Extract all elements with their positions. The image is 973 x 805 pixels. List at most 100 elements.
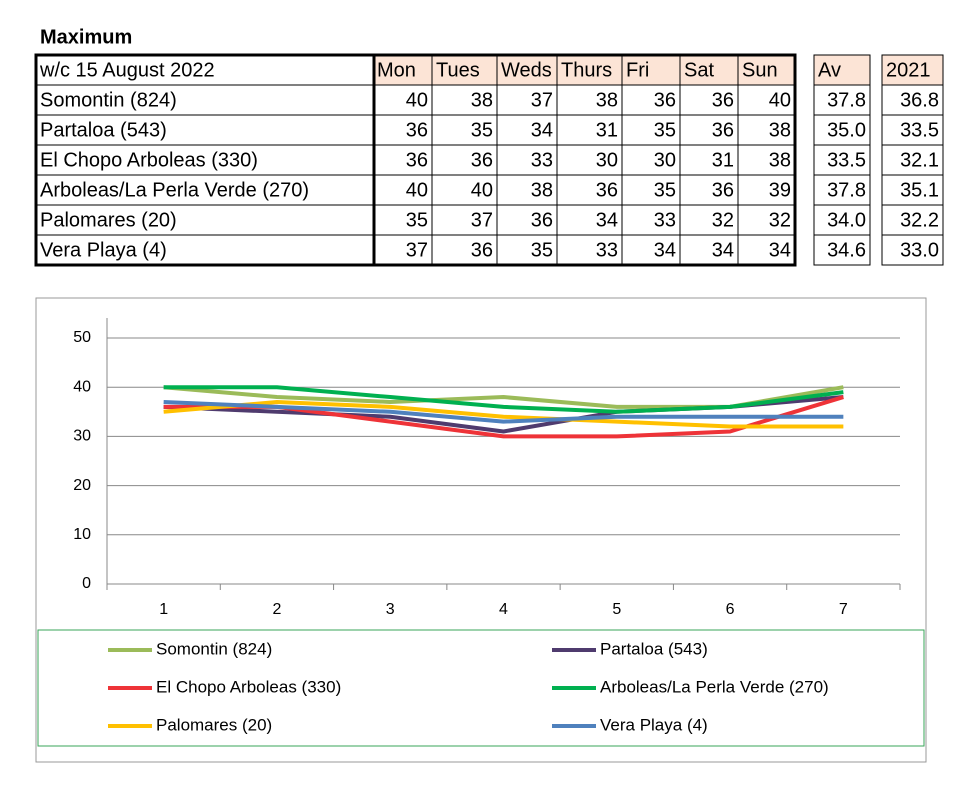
table-cell [372,114,433,146]
table-text: 33 [596,239,618,261]
legend-label: Somontin (824) [156,639,272,658]
table-text: 35 [654,119,676,141]
table-text: 35 [654,179,676,201]
table-text: 30 [654,149,676,171]
table-cell [431,54,498,86]
table-text: 40 [406,89,428,111]
title: Maximum [40,26,132,48]
column-header: Av [818,59,841,81]
table-cell [496,174,558,206]
x-tick-label: 1 [159,601,168,618]
table-cell [881,84,944,116]
legend-frame [37,629,925,747]
table-cell [679,84,739,116]
table-text: Somontin (824) [40,89,177,111]
table-cell [621,204,681,236]
table-text: 36 [712,179,734,201]
table-text: 33.5 [827,149,866,171]
table-text: 34.6 [827,239,866,261]
column-header: Weds [501,59,552,81]
table-cell [813,234,871,266]
table-text: 35 [471,119,493,141]
table-cell [737,234,796,266]
table-cell [496,204,558,236]
table-text: 39 [769,179,791,201]
table-cell [813,84,871,116]
table-text: 37 [406,239,428,261]
table-text: 36 [471,239,493,261]
x-tick-label: 4 [499,601,508,618]
table-cell [621,234,681,266]
table-cell [813,114,871,146]
table-text: 36 [471,149,493,171]
table-text: 38 [769,119,791,141]
table-cell [679,144,739,176]
table-text: 32.1 [900,149,939,171]
table-text: 36 [406,149,428,171]
legend-label: Arboleas/La Perla Verde (270) [600,677,829,696]
table-text: 36.8 [900,89,939,111]
column-header: Mon [377,59,416,81]
table-cell [813,54,871,86]
table-text: 30 [596,149,618,171]
column-header: Fri [626,59,649,81]
table-text: 33 [654,209,676,231]
table-text: 36 [712,89,734,111]
table-cell [881,234,944,266]
table-text: 31 [596,119,618,141]
table-text: 34 [596,209,618,231]
table-text: El Chopo Arboleas (330) [40,149,258,171]
table-text: Partaloa (543) [40,119,167,141]
y-tick-label: 20 [73,477,91,494]
table-text: 32 [769,209,791,231]
table-cell [679,54,739,86]
table-cell [35,54,374,86]
table-cell [35,234,374,266]
table-text: 36 [712,119,734,141]
column-header: Sun [742,59,778,81]
table-cell [813,144,871,176]
table-text: Arboleas/La Perla Verde (270) [40,179,309,201]
table-cell [35,144,374,176]
legend-label: Partaloa (543) [600,639,708,658]
table-text: 40 [769,89,791,111]
table-text: 37.8 [827,89,866,111]
table-cell [372,84,433,116]
table-cell [737,144,796,176]
table-cell [431,234,498,266]
table-cell [372,234,433,266]
table-cell [372,174,433,206]
table-text: 36 [406,119,428,141]
table-cell [813,204,871,236]
table-cell [496,84,558,116]
table-cell [881,174,944,206]
table-cell [881,204,944,236]
table-cell [431,204,498,236]
table-text: 36 [531,209,553,231]
column-header: Sat [684,59,714,81]
table-text: 37 [471,209,493,231]
table-text: 35 [531,239,553,261]
table-cell [679,204,739,236]
table-text: 38 [596,89,618,111]
table-text: 36 [596,179,618,201]
table-cell [556,84,623,116]
table-text: Vera Playa (4) [40,239,167,261]
table-text: 38 [531,179,553,201]
x-tick-label: 7 [839,601,848,618]
table-cell [556,234,623,266]
y-tick-label: 0 [82,575,91,592]
table-text: 34 [654,239,676,261]
series-line [163,385,844,414]
table-cell [737,174,796,206]
table-text: 40 [471,179,493,201]
table-text: 37.8 [827,179,866,201]
chart-frame [35,297,927,763]
series-line [163,399,844,424]
table-text: 38 [769,149,791,171]
table-text: 38 [471,89,493,111]
table-text: 34 [531,119,553,141]
table-cell [431,144,498,176]
table-text: 32.2 [900,209,939,231]
